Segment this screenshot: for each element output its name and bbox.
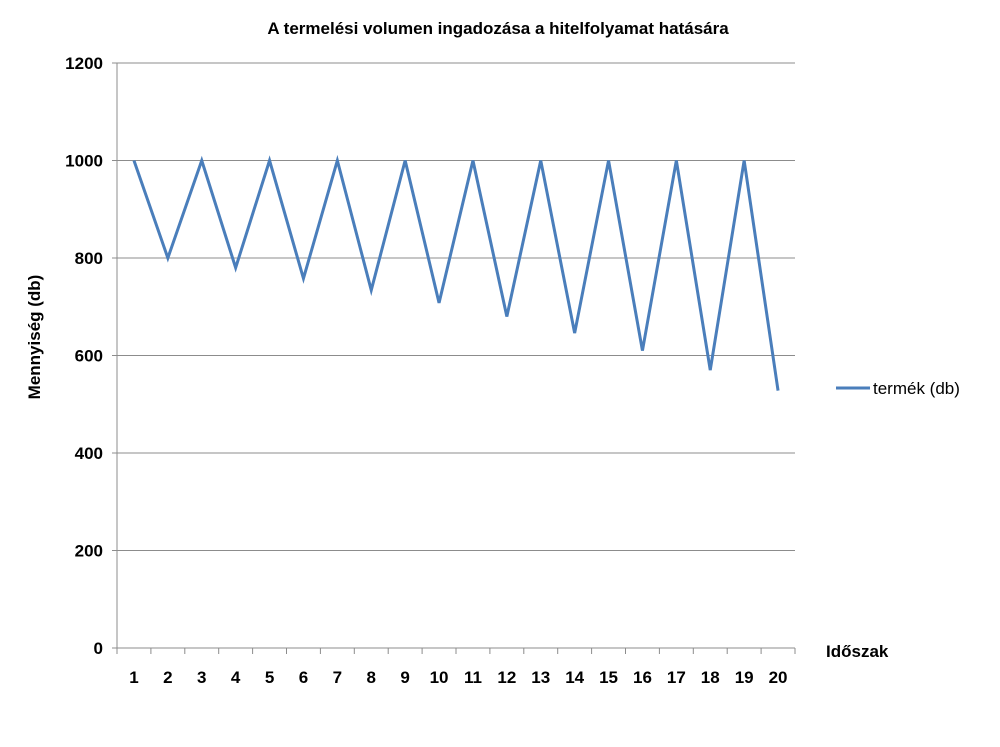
- x-tick-label: 8: [367, 668, 376, 687]
- legend: termék (db): [836, 379, 960, 398]
- x-tick-label: 16: [633, 668, 652, 687]
- x-tick-label: 11: [464, 668, 482, 687]
- chart-title: A termelési volumen ingadozása a hitelfo…: [267, 19, 729, 38]
- series-lines: [132, 154, 780, 391]
- x-tick-label: 14: [565, 668, 584, 687]
- y-tick-label: 400: [75, 444, 103, 463]
- x-tick-label: 3: [197, 668, 206, 687]
- x-tick-label: 6: [299, 668, 308, 687]
- y-tick-label: 0: [94, 639, 103, 658]
- x-tick-label: 17: [667, 668, 686, 687]
- y-tick-label: 600: [75, 347, 103, 366]
- x-tick-label: 5: [265, 668, 274, 687]
- x-tick-label: 15: [599, 668, 618, 687]
- x-tick-label: 13: [531, 668, 550, 687]
- y-tick-label: 200: [75, 542, 103, 561]
- x-tick-label: 20: [769, 668, 788, 687]
- y-axis-title: Mennyiség (db): [25, 275, 44, 400]
- x-tick-label: 9: [400, 668, 409, 687]
- legend-label: termék (db): [873, 379, 960, 398]
- x-tick-label: 2: [163, 668, 172, 687]
- x-tick-labels: 1 2 3 4 5 6 7 8 9 10 11 12 13 14 15 16 17 18 19 20: [129, 668, 787, 687]
- axes: [112, 62, 796, 654]
- x-axis-title: Időszak: [826, 642, 889, 661]
- x-tick-label: 12: [497, 668, 516, 687]
- series-line: [132, 154, 780, 391]
- y-tick-label: 1000: [65, 152, 103, 171]
- x-tick-label: 7: [333, 668, 342, 687]
- x-tick-label: 19: [735, 668, 754, 687]
- y-tick-label: 800: [75, 249, 103, 268]
- x-tick-label: 18: [701, 668, 720, 687]
- x-tick-label: 1: [129, 668, 138, 687]
- y-tick-labels: 0 200 400 600 800 1000 1200: [65, 54, 103, 658]
- x-tick-label: 4: [231, 668, 241, 687]
- y-tick-label: 1200: [65, 54, 103, 73]
- gridlines: [117, 62, 795, 551]
- x-tick-label: 10: [430, 668, 449, 687]
